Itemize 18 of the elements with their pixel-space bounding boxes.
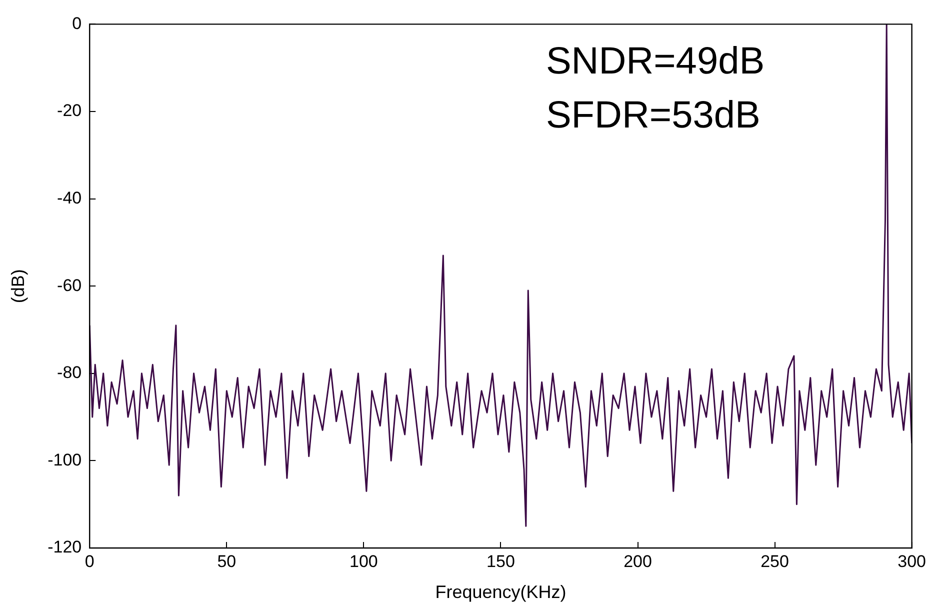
- x-tick-label: 300: [898, 552, 926, 571]
- annotation: SFDR=53dB: [546, 94, 760, 137]
- y-tick-label: -80: [57, 363, 82, 382]
- annotation: SNDR=49dB: [546, 40, 765, 83]
- y-tick-label: -120: [48, 538, 82, 557]
- y-tick-label: -20: [57, 101, 82, 120]
- y-axis-title: (dB): [8, 269, 28, 304]
- x-tick-label: 0: [84, 552, 94, 571]
- y-tick-label: -60: [57, 276, 82, 295]
- x-tick-label: 50: [217, 552, 236, 571]
- x-tick-label: 200: [624, 552, 652, 571]
- x-tick-label: 250: [760, 552, 789, 571]
- y-tick-label: 0: [72, 14, 82, 33]
- x-tick-label: 150: [486, 552, 515, 571]
- y-tick-label: -100: [48, 450, 82, 470]
- x-axis-title: Frequency(KHz): [435, 582, 566, 602]
- x-tick-label: 100: [350, 552, 378, 571]
- y-tick-label: -40: [57, 188, 82, 208]
